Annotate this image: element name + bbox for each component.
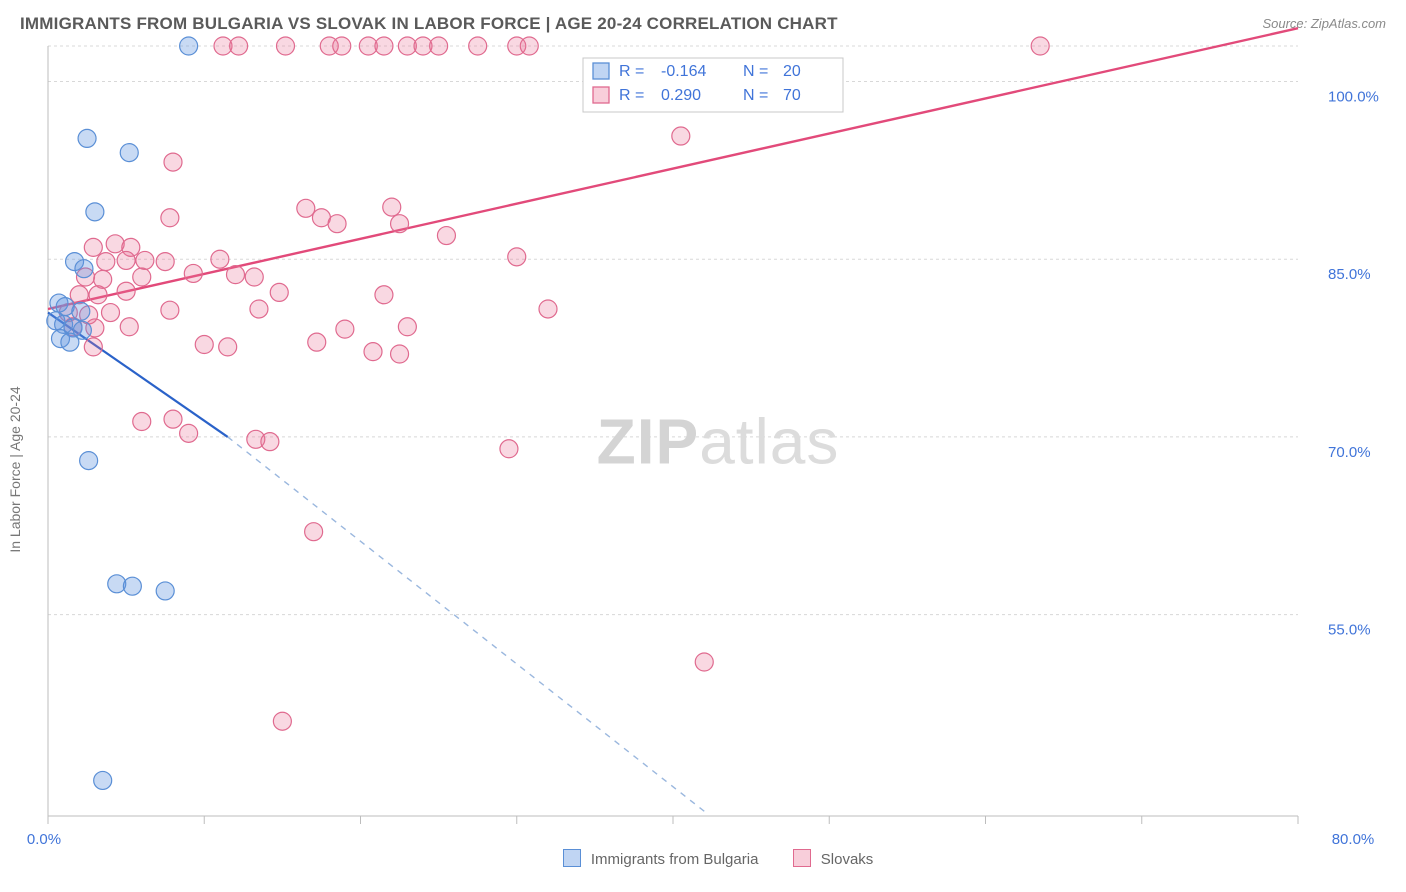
chart-source: Source: ZipAtlas.com (1262, 16, 1386, 31)
svg-text:-0.164: -0.164 (661, 63, 706, 80)
svg-text:20: 20 (783, 63, 801, 80)
chart-title: IMMIGRANTS FROM BULGARIA VS SLOVAK IN LA… (20, 14, 838, 33)
svg-text:70: 70 (783, 87, 801, 104)
svg-text:0.290: 0.290 (661, 87, 701, 104)
svg-text:R =: R = (619, 87, 644, 104)
legend-label-slovaks: Slovaks (821, 851, 874, 868)
svg-text:In Labor Force | Age 20-24: In Labor Force | Age 20-24 (7, 386, 23, 553)
svg-text:0.0%: 0.0% (27, 831, 61, 848)
chart-svg: 55.0%70.0%85.0%100.0%0.0%80.0%In Labor F… (48, 46, 1388, 834)
svg-text:55.0%: 55.0% (1328, 622, 1371, 639)
svg-text:R =: R = (619, 63, 644, 80)
legend-label-bulgaria: Immigrants from Bulgaria (591, 851, 759, 868)
bottom-legend: Immigrants from Bulgaria Slovaks (0, 849, 1406, 868)
legend-swatch-slovaks (793, 849, 811, 867)
svg-text:85.0%: 85.0% (1328, 266, 1371, 283)
legend-swatch-bulgaria (563, 849, 581, 867)
svg-text:80.0%: 80.0% (1332, 831, 1375, 848)
scatter-plot: ZIPatlas 55.0%70.0%85.0%100.0%0.0%80.0%I… (48, 46, 1388, 834)
svg-text:N =: N = (743, 63, 768, 80)
svg-text:N =: N = (743, 87, 768, 104)
svg-text:70.0%: 70.0% (1328, 444, 1371, 461)
svg-text:100.0%: 100.0% (1328, 89, 1379, 106)
